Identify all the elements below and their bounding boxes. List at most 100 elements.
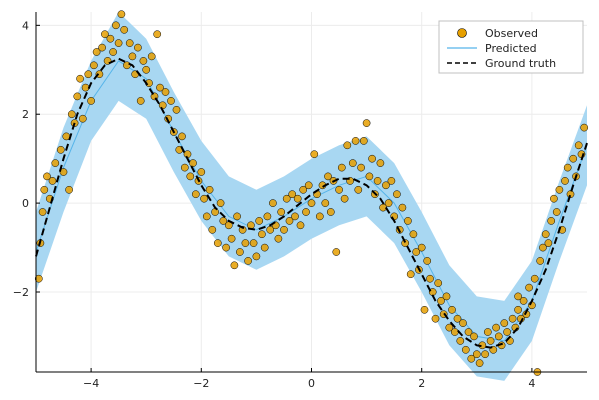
observed-point [202,212,211,221]
observed-point [293,194,302,203]
observed-point [354,185,363,194]
observed-point [189,159,197,167]
observed-point [178,132,186,141]
observed-point [461,345,470,354]
observed-point [580,123,589,132]
observed-point [332,248,341,256]
observed-point [65,185,73,194]
x-tick-label: 2 [418,377,425,390]
observed-point [200,194,208,203]
x-tick-label: −4 [83,377,99,390]
observed-point [76,74,84,83]
legend-observed-label: Observed [485,27,538,40]
observed-points [34,10,589,376]
observed-point [288,190,297,199]
observed-point [514,292,522,301]
observed-point [544,239,553,247]
observed-point [448,305,456,314]
observed-point [382,181,390,190]
observed-point [376,159,385,167]
y-tick-label: 2 [22,108,29,121]
observed-point [483,328,492,336]
observed-point [304,181,313,190]
observed-point [87,97,95,105]
observed-point [112,21,120,30]
observed-point [263,212,272,221]
observed-point [34,274,43,283]
observed-point [233,212,241,221]
observed-point [373,177,382,185]
observed-point [514,305,522,314]
observed-point [106,34,115,43]
observed-point [51,159,60,167]
observed-point [222,243,230,252]
observed-point [101,30,109,39]
observed-point [486,337,495,345]
observed-point [249,239,258,247]
observed-point [238,225,247,234]
observed-point [282,194,291,203]
observed-point [324,172,332,181]
observed-point [555,185,564,194]
observed-point [274,234,283,243]
observed-point [337,163,346,172]
y-tick-label: −2 [13,286,29,299]
legend-observed-marker [457,28,467,38]
observed-point [285,217,294,225]
observed-point [296,221,305,230]
observed-point [431,314,440,323]
observed-point [161,88,170,96]
observed-point [393,190,401,199]
observed-point [445,323,454,332]
prediction-interval-band [36,12,587,381]
observed-point [134,43,142,52]
observed-point [481,350,489,359]
observed-point [412,248,421,256]
observed-point [417,243,426,252]
observed-point [277,208,286,216]
observed-point [409,230,418,239]
observed-point [326,208,335,216]
observed-point [453,314,462,323]
observed-point [423,257,432,265]
observed-point [365,172,374,181]
observed-point [566,190,575,199]
observed-point [117,10,126,19]
y-tick-label: 4 [22,19,29,32]
observed-point [302,208,310,216]
observed-point [340,194,349,203]
observed-point [519,297,528,305]
observed-point [550,194,558,203]
observed-point [321,199,330,207]
observed-point [252,252,261,261]
observed-point [172,105,181,114]
observed-point [153,30,162,39]
observed-point [43,172,51,181]
observed-point [464,328,473,336]
observed-point [180,163,189,172]
observed-point [362,119,371,127]
observed-point [472,350,481,359]
observed-point [269,199,277,207]
observed-point [136,97,145,105]
observed-point [406,270,415,279]
observed-point [547,217,556,225]
observed-point [351,137,360,145]
observed-point [359,137,368,145]
observed-point [139,57,148,65]
observed-point [315,212,324,221]
observed-point [98,43,106,52]
observed-point [563,163,572,172]
observed-point [186,172,195,181]
observed-point [128,52,137,61]
observed-point [241,239,250,247]
observed-point [90,61,98,70]
observed-point [230,261,239,270]
observed-point [494,332,503,341]
observed-point [40,185,49,194]
observed-point [48,177,57,185]
observed-point [492,323,500,332]
observed-point [216,199,225,207]
y-tick-label: 0 [22,197,29,210]
